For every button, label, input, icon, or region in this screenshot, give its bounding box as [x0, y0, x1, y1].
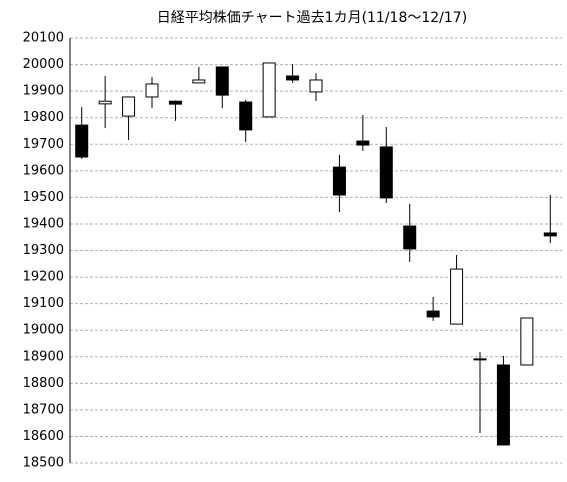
- y-tick-label: 19200: [23, 270, 64, 285]
- chart-title: 日経平均株価チャート過去1カ月(11/18～12/17): [157, 10, 467, 26]
- candle-body: [403, 225, 417, 250]
- y-tick-label: 19300: [23, 243, 64, 258]
- y-tick-label: 19500: [23, 190, 64, 205]
- y-tick-label: 20100: [23, 31, 64, 46]
- candle-body: [192, 79, 206, 84]
- y-tick-label: 19700: [23, 137, 64, 152]
- y-tick-label: 19900: [23, 84, 64, 99]
- candle-body: [496, 364, 510, 446]
- y-tick-label: 18700: [23, 402, 64, 417]
- candle-body: [215, 66, 229, 96]
- candle-body: [332, 166, 346, 196]
- candle-body: [379, 146, 393, 199]
- y-tick-label: 18500: [23, 456, 64, 471]
- candle-body: [473, 358, 487, 361]
- candle-body: [286, 75, 300, 81]
- y-tick-label: 19800: [23, 110, 64, 125]
- candle-body: [426, 310, 440, 318]
- y-tick-label: 19000: [23, 323, 64, 338]
- candle-body: [356, 140, 370, 146]
- y-tick-label: 18900: [23, 349, 64, 364]
- y-tick-label: 19600: [23, 163, 64, 178]
- candle-body: [168, 100, 182, 105]
- candle-body: [122, 96, 136, 117]
- candle-body: [262, 62, 276, 118]
- candle-body: [75, 124, 89, 158]
- candle-body: [98, 100, 112, 105]
- y-tick-label: 18800: [23, 376, 64, 391]
- candle-body: [543, 232, 557, 237]
- y-tick-label: 19100: [23, 296, 64, 311]
- candle-body: [520, 317, 534, 366]
- y-tick-label: 19400: [23, 216, 64, 231]
- candle-body: [450, 268, 464, 325]
- candle-body: [309, 79, 323, 93]
- y-tick-label: 18600: [23, 429, 64, 444]
- candle-body: [145, 83, 159, 98]
- y-tick-label: 20000: [23, 57, 64, 72]
- candle-body: [239, 101, 253, 131]
